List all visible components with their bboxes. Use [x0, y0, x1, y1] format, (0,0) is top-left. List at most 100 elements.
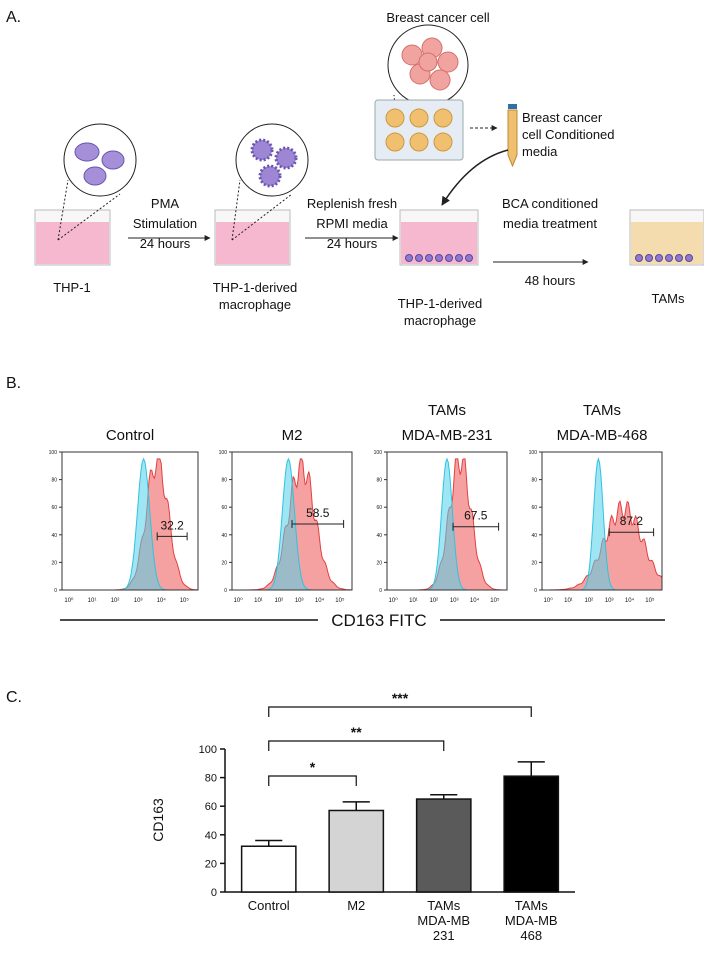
- x-tick-label: 10¹: [409, 598, 418, 604]
- plot-frame: [541, 451, 663, 591]
- plot-title: Control: [106, 427, 154, 444]
- x-tick-label: 10⁵: [180, 597, 190, 604]
- panel-label: B.: [6, 375, 21, 392]
- x-tick-label: 10⁴: [315, 597, 325, 604]
- x-tick-label: 10¹: [564, 598, 573, 604]
- x-tick-label: 10⁰: [64, 597, 74, 604]
- y-tick-label: 100: [374, 450, 383, 456]
- x-tick-label: 10⁴: [157, 597, 167, 604]
- cell-label: THP-1: [53, 280, 91, 295]
- cell-label: THP-1-derived: [398, 296, 483, 311]
- step-label: 24 hours: [327, 236, 378, 251]
- cell-label: macrophage: [219, 297, 291, 312]
- gate-value: 58.5: [306, 506, 330, 520]
- x-tick-label: 10⁰: [544, 597, 554, 604]
- step-label: BCA conditioned: [502, 196, 598, 211]
- x-tick-label: Control: [248, 898, 290, 913]
- plot-title: MDA-MB-468: [557, 427, 648, 444]
- y-tick-label: 0: [54, 588, 57, 594]
- panel-a-art: [34, 24, 704, 266]
- y-tick-label: 100: [219, 450, 228, 456]
- y-tick-label: 80: [51, 478, 57, 484]
- y-tick-label: 40: [221, 533, 227, 539]
- x-tick-label: TAMs: [515, 898, 548, 913]
- y-tick-label: 0: [211, 887, 217, 899]
- x-tick-label: 231: [433, 928, 455, 943]
- bar: [415, 798, 472, 893]
- y-tick-label: 100: [199, 744, 217, 756]
- x-tick-label: 10³: [134, 598, 143, 604]
- bar: [240, 845, 297, 893]
- y-tick-label: 20: [531, 560, 537, 566]
- x-tick-label: 10³: [605, 598, 614, 604]
- x-tick-label: 468: [520, 928, 542, 943]
- gate-value: 87.2: [620, 514, 644, 528]
- media-label: Breast cancer: [522, 110, 603, 125]
- x-tick-label: TAMs: [427, 898, 460, 913]
- plot-title: TAMs: [583, 402, 621, 419]
- x-tick-label: 10⁰: [234, 597, 244, 604]
- x-tick-label: 10²: [584, 598, 593, 604]
- histogram-blue: [387, 457, 507, 591]
- y-tick-label: 60: [221, 505, 227, 511]
- x-tick-label: 10¹: [254, 598, 263, 604]
- plot-frame: [231, 451, 353, 591]
- y-tick-label: 100: [529, 450, 538, 456]
- media-label: cell Conditioned: [522, 127, 615, 142]
- x-tick-label: 10³: [295, 598, 304, 604]
- y-tick-label: 60: [205, 801, 217, 813]
- panel-label: A.: [6, 9, 21, 26]
- significance-label: **: [351, 724, 362, 740]
- y-tick-label: 20: [221, 560, 227, 566]
- y-tick-label: 80: [376, 478, 382, 484]
- y-axis-title: CD163: [150, 798, 166, 842]
- y-tick-label: 40: [51, 533, 57, 539]
- plot-title: MDA-MB-231: [402, 427, 493, 444]
- y-tick-label: 0: [224, 588, 227, 594]
- x-tick-label: 10⁴: [470, 597, 480, 604]
- plot-frame: [61, 451, 199, 591]
- x-tick-label: 10⁵: [490, 597, 500, 604]
- step-label: Replenish fresh: [307, 196, 397, 211]
- axis-rule-gap: [318, 608, 440, 632]
- x-tick-label: M2: [347, 898, 365, 913]
- y-tick-label: 60: [376, 505, 382, 511]
- step-label: 48 hours: [525, 273, 576, 288]
- y-tick-label: 40: [376, 533, 382, 539]
- cell-label: macrophage: [404, 313, 476, 328]
- bar: [328, 809, 385, 893]
- y-tick-label: 0: [534, 588, 537, 594]
- y-tick-label: 80: [531, 478, 537, 484]
- step-label: media treatment: [503, 216, 597, 231]
- significance-bracket: [268, 706, 532, 717]
- x-tick-label: 10⁰: [389, 597, 399, 604]
- step-label: 24 hours: [140, 236, 191, 251]
- step-label: Stimulation: [133, 216, 197, 231]
- significance-bracket: [268, 740, 445, 751]
- media-label: media: [522, 144, 558, 159]
- x-tick-label: 10²: [111, 598, 120, 604]
- cell-label: THP-1-derived: [213, 280, 298, 295]
- y-tick-label: 80: [205, 773, 217, 785]
- y-tick-label: 60: [51, 505, 57, 511]
- gate-value: 67.5: [464, 509, 488, 523]
- x-tick-label: 10²: [429, 598, 438, 604]
- x-tick-label: 10⁵: [335, 597, 345, 604]
- significance-bracket: [268, 775, 357, 786]
- gate-value: 32.2: [160, 518, 184, 532]
- x-tick-label: 10²: [274, 598, 283, 604]
- x-axis-title: CD163 FITC: [331, 611, 426, 630]
- source-cell-label: Breast cancer cell: [386, 10, 489, 25]
- significance-label: *: [310, 759, 316, 775]
- x-tick-label: MDA-MB: [505, 913, 558, 928]
- y-tick-label: 20: [51, 560, 57, 566]
- significance-label: ***: [392, 690, 409, 706]
- x-tick-label: 10⁴: [625, 597, 635, 604]
- plot-title: TAMs: [428, 402, 466, 419]
- x-tick-label: 10⁵: [645, 597, 655, 604]
- step-label: PMA: [151, 196, 180, 211]
- y-tick-label: 20: [205, 858, 217, 870]
- x-tick-label: 10³: [450, 598, 459, 604]
- y-tick-label: 80: [221, 478, 227, 484]
- step-label: RPMI media: [316, 216, 388, 231]
